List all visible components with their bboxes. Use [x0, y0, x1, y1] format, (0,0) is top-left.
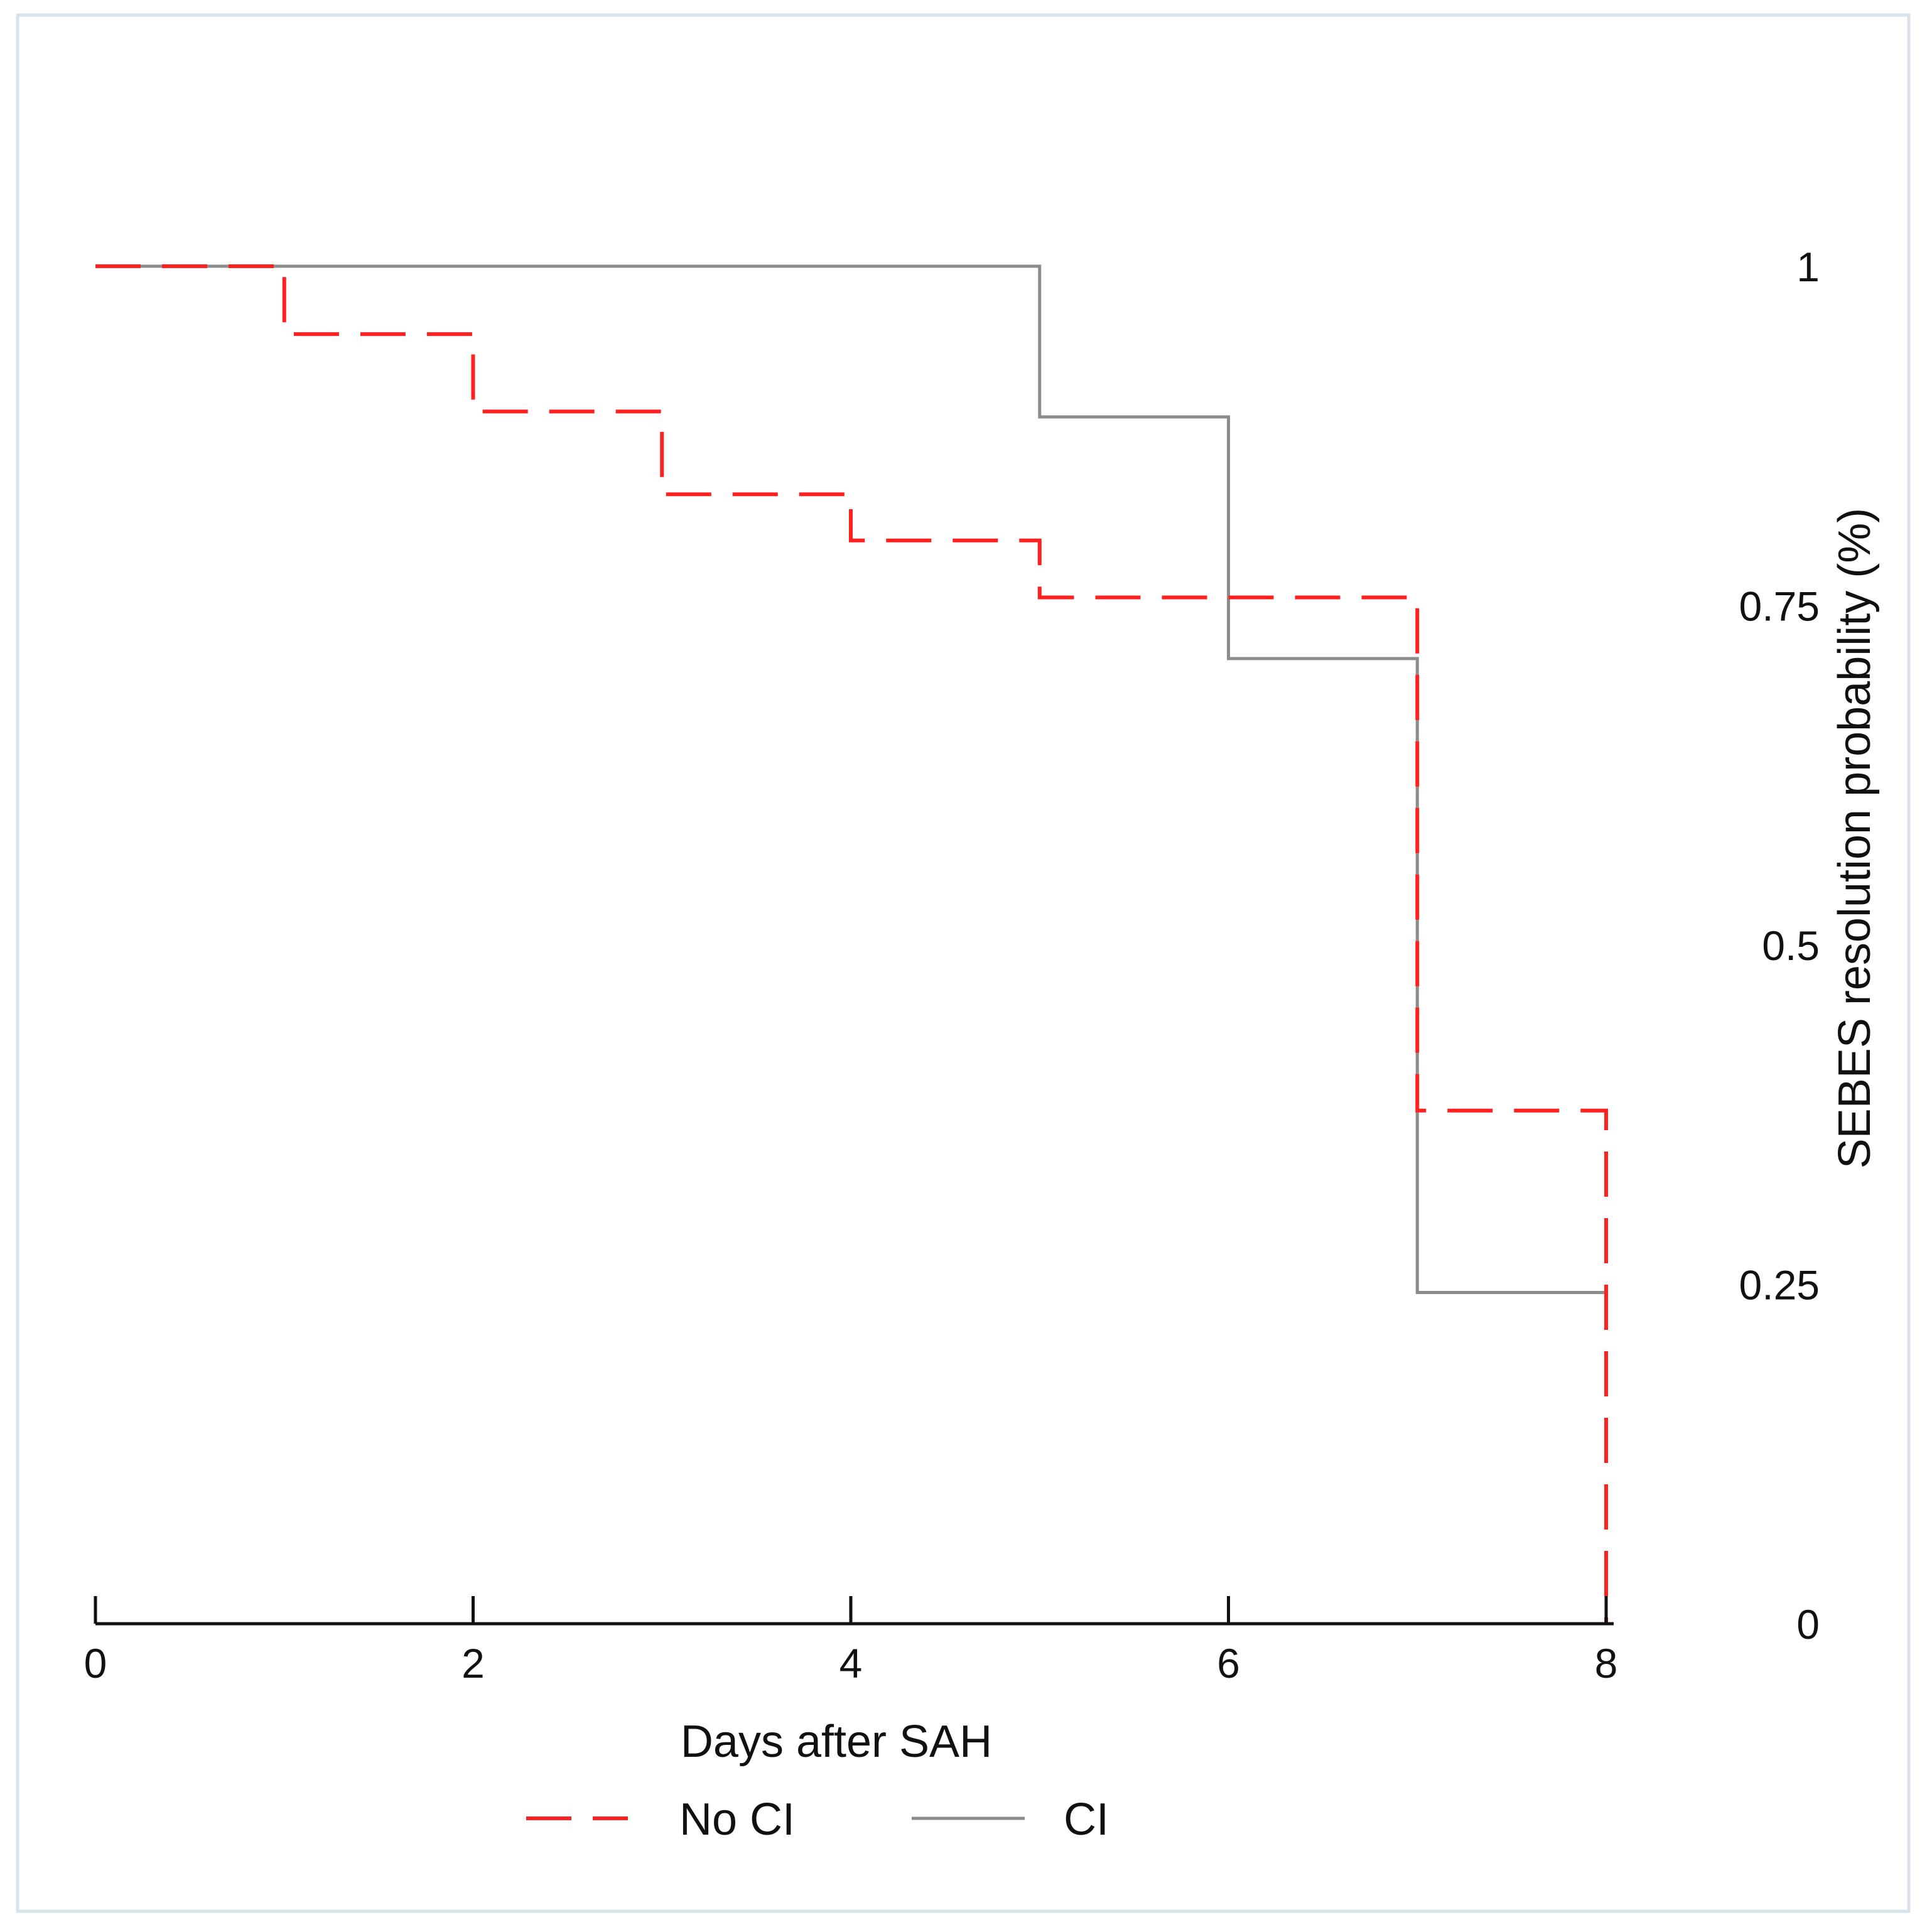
x-tick-label-6: 6: [1217, 1640, 1240, 1686]
y-axis-title: SEBES resolution probability (%): [1830, 508, 1880, 1168]
x-tick-label-8: 8: [1595, 1640, 1618, 1686]
y-tick-label-1: 1: [1796, 244, 1820, 290]
y-tick-label-0-75: 0.75: [1739, 583, 1820, 630]
legend-label-ci: CI: [1064, 1794, 1109, 1845]
y-tick-label-0-25: 0.25: [1739, 1262, 1820, 1309]
x-tick-label-2: 2: [462, 1640, 485, 1686]
y-tick-label-0-5: 0.5: [1762, 922, 1820, 969]
legend: No CI CI: [526, 1794, 1109, 1845]
series-layer: [95, 264, 1608, 1624]
chart-border: [16, 13, 1911, 1913]
y-tick-label-0: 0: [1796, 1601, 1820, 1648]
x-axis: 0 2 4 6 8: [84, 1596, 1618, 1686]
legend-label-no-ci: No CI: [679, 1794, 795, 1845]
x-axis-title: Days after SAH: [681, 1717, 992, 1767]
x-tick-label-4: 4: [839, 1640, 863, 1686]
series-line-ci: [95, 264, 1606, 1294]
x-tick-label-0: 0: [84, 1640, 107, 1686]
y-axis: 0 0.25 0.5 0.75 1: [1739, 244, 1820, 1648]
